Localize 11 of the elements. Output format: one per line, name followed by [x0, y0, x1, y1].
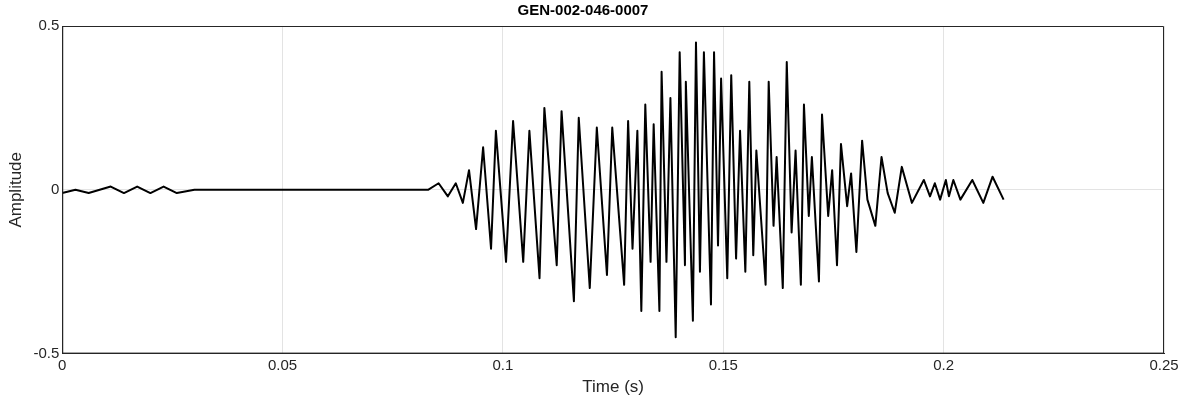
x-tick-label: 0.15 — [708, 355, 738, 373]
y-tick-label: -0.5 — [33, 343, 60, 361]
y-tick-label: 0 — [50, 179, 60, 197]
x-axis-title: Time (s) — [582, 377, 644, 397]
x-tick-label: 0.05 — [268, 355, 298, 373]
y-axis-title: Amplitude — [5, 152, 25, 228]
x-tick-label: 0.1 — [492, 355, 514, 373]
x-tick-label: 0.2 — [933, 355, 955, 373]
x-tick-label: 0.25 — [1149, 355, 1179, 373]
y-tick-label: 0.5 — [38, 16, 60, 34]
chart-title: GEN-002-046-0007 — [517, 1, 649, 19]
